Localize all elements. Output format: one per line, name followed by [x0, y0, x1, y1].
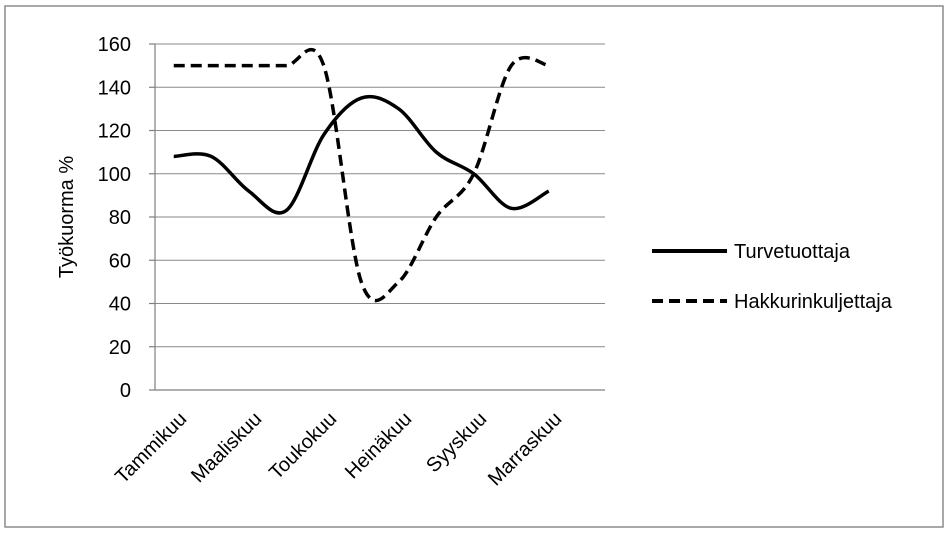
series-lines: [173, 47, 550, 303]
series-line-turvetuottaja: [173, 94, 550, 215]
y-axis-ticks: 0 20 40 60 80 100 120 140 160: [98, 34, 155, 402]
y-tick-label: 160: [98, 34, 131, 56]
y-tick-label: 60: [109, 250, 131, 272]
y-tick-label: 0: [120, 380, 131, 402]
legend-label-turvetuottaja: Turvetuottaja: [734, 241, 851, 263]
legend: Turvetuottaja Hakkurinkuljettaja: [652, 241, 893, 313]
y-axis-title: Työkuorma %: [56, 156, 78, 278]
y-tick-label: 140: [98, 77, 131, 99]
y-tick-label: 80: [109, 207, 131, 229]
y-tick-label: 20: [109, 337, 131, 359]
legend-label-hakkurinkuljettaja: Hakkurinkuljettaja: [734, 291, 893, 313]
y-tick-label: 100: [98, 164, 131, 186]
y-tick-label: 40: [109, 294, 131, 316]
series-line-hakkurinkuljettaja: [173, 47, 550, 303]
y-tick-label: 120: [98, 121, 131, 143]
figure-border: [4, 5, 944, 528]
